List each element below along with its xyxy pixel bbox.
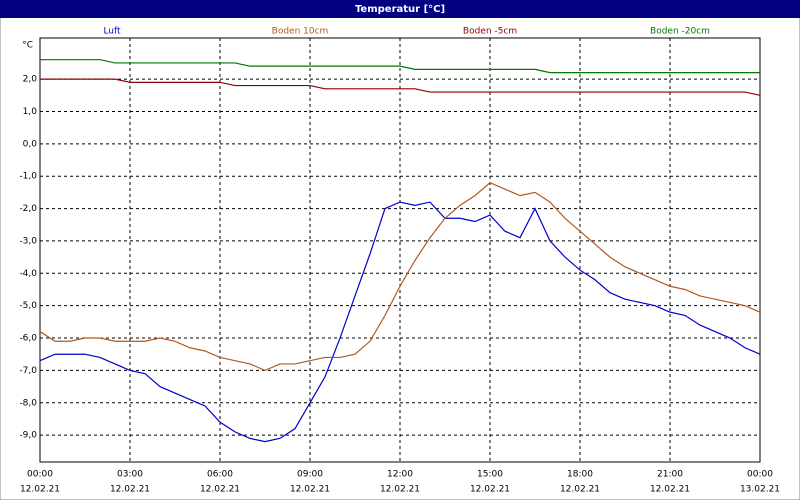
legend-label: Boden 10cm (272, 27, 329, 37)
x-tick-label: 06:00 (207, 470, 233, 480)
x-tick-label: 00:00 (27, 470, 53, 480)
legend-label: Luft (103, 27, 121, 37)
y-tick-label: -8,0 (19, 398, 37, 408)
series-line (39, 181, 761, 372)
y-tick-label: -9,0 (19, 431, 37, 441)
series-line (39, 201, 761, 443)
y-unit: °C (22, 41, 33, 51)
y-tick-label: -2,0 (19, 204, 37, 214)
x-tick-date: 13.02.21 (740, 485, 780, 495)
y-tick-label: -6,0 (19, 334, 37, 344)
series-line (40, 78, 761, 96)
x-tick-label: 21:00 (657, 470, 683, 480)
x-tick-date: 12.02.21 (560, 485, 600, 495)
x-tick-label: 00:00 (747, 470, 773, 480)
y-tick-label: 1,0 (23, 107, 38, 117)
y-tick-label: -7,0 (19, 366, 37, 376)
y-tick-label: -1,0 (19, 172, 37, 182)
x-tick-date: 12.02.21 (380, 485, 420, 495)
x-tick-label: 12:00 (387, 470, 413, 480)
y-tick-label: 0,0 (23, 139, 38, 149)
y-tick-label: 2,0 (23, 75, 38, 85)
x-tick-label: 03:00 (117, 470, 143, 480)
x-tick-label: 15:00 (477, 470, 503, 480)
x-tick-date: 12.02.21 (200, 485, 240, 495)
x-tick-date: 12.02.21 (20, 485, 60, 495)
y-tick-label: -3,0 (19, 236, 37, 246)
legend-label: Boden -5cm (463, 27, 517, 37)
x-tick-date: 12.02.21 (470, 485, 510, 495)
x-tick-date: 12.02.21 (110, 485, 150, 495)
legend-label: Boden -20cm (650, 27, 710, 37)
series-line (40, 59, 760, 74)
y-tick-label: -4,0 (19, 269, 37, 279)
x-tick-label: 09:00 (297, 470, 323, 480)
y-tick-label: -5,0 (19, 301, 37, 311)
x-tick-date: 12.02.21 (650, 485, 690, 495)
x-tick-label: 18:00 (567, 470, 593, 480)
x-tick-date: 12.02.21 (290, 485, 330, 495)
title-bar (0, 0, 800, 18)
chart-title: Temperatur [°C] (355, 4, 445, 15)
